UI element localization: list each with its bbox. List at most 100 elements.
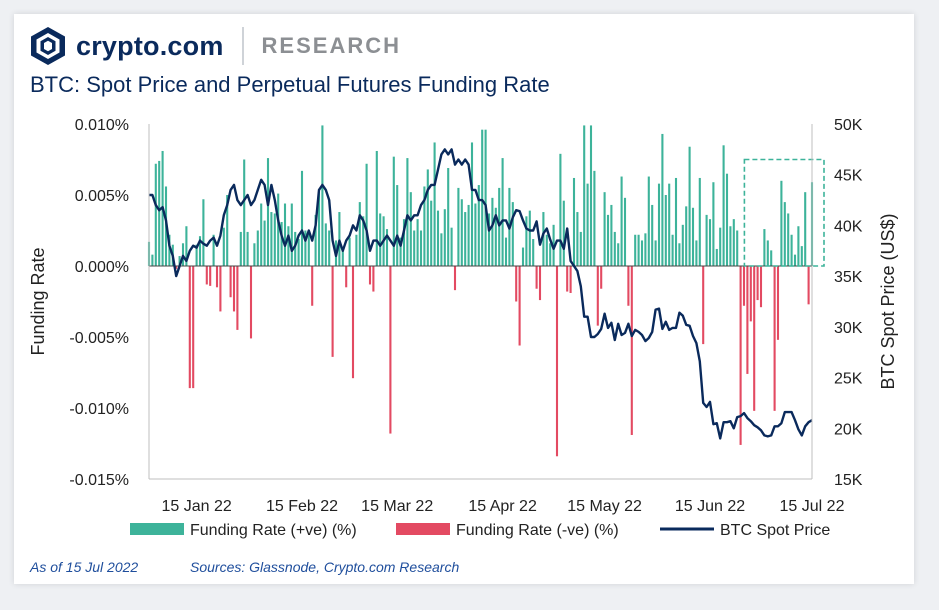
y-tick-label: -0.010% (69, 401, 129, 418)
funding-bar-positive (661, 133, 664, 266)
funding-bar-negative (600, 266, 603, 289)
funding-bar-negative (630, 266, 633, 435)
funding-bar-positive (708, 219, 712, 266)
funding-bar-negative (232, 266, 236, 312)
funding-bar-negative (372, 266, 375, 292)
funding-bar-negative (215, 266, 219, 288)
legend-label-price: BTC Spot Price (720, 522, 830, 539)
funding-bar-positive (494, 207, 497, 266)
funding-bar-positive (464, 212, 467, 266)
funding-bar-positive (328, 230, 331, 266)
x-tick-label: 15 May 22 (567, 498, 642, 515)
funding-bar-positive (443, 209, 446, 266)
funding-bar-positive (419, 230, 423, 266)
funding-bar-positive (222, 227, 225, 266)
y-tick-label: -0.005% (69, 330, 129, 347)
funding-bar-negative (749, 266, 752, 322)
btc-price-line (149, 148, 813, 440)
funding-bar-positive (396, 185, 399, 266)
funding-bar-positive (433, 142, 436, 266)
funding-bar-positive (178, 256, 181, 266)
funding-bar-positive (477, 185, 480, 266)
funding-bar-positive (198, 236, 202, 266)
y-axis-title: Funding Rate (28, 247, 48, 355)
funding-bar-negative (776, 266, 780, 340)
funding-bar-positive (181, 243, 185, 266)
crypto-com-lion-shield-icon (31, 27, 65, 65)
funding-bar-positive (460, 199, 463, 266)
funding-bar-positive (501, 158, 504, 266)
funding-bar-positive (521, 247, 525, 266)
funding-bar-positive (549, 243, 552, 266)
funding-bar-positive (280, 221, 283, 266)
funding-bar-positive (270, 212, 273, 266)
funding-bar-positive (576, 212, 579, 266)
funding-bar-positive (620, 176, 623, 266)
y-tick-label: 0.010% (75, 117, 129, 134)
funding-bar-negative (205, 266, 208, 285)
funding-bar-negative (773, 266, 776, 411)
funding-bar-positive (202, 199, 205, 266)
funding-bar-negative (236, 266, 239, 330)
funding-bar-positive (379, 213, 382, 266)
funding-bar-positive (800, 246, 803, 266)
funding-bar-positive (722, 145, 725, 266)
funding-bar-positive (688, 146, 691, 266)
funding-bar-positive (321, 125, 324, 266)
funding-bar-positive (511, 202, 514, 266)
x-tick-label: 15 Jul 22 (780, 498, 845, 515)
funding-bar-positive (787, 213, 790, 266)
funding-bar-positive (498, 187, 501, 266)
funding-bar-positive (413, 230, 416, 266)
funding-bar-positive (593, 170, 596, 266)
funding-bar-positive (362, 216, 365, 266)
funding-bar-positive (797, 226, 800, 266)
funding-bar-positive (674, 177, 678, 266)
funding-bar-positive (732, 219, 735, 266)
funding-bar-positive (447, 168, 450, 266)
funding-bar-positive (256, 230, 259, 266)
funding-bar-positive (341, 250, 344, 266)
funding-bar-positive (385, 229, 389, 266)
chart-card: crypto.com RESEARCH BTC: Spot Price and … (14, 14, 914, 584)
funding-bar-positive (579, 231, 582, 266)
funding-bar-positive (436, 210, 440, 266)
funding-bar-positive (678, 243, 681, 266)
funding-bar-negative (331, 266, 334, 357)
y2-tick-label: 15K (834, 472, 863, 489)
funding-bar-positive (613, 231, 616, 266)
funding-bar-positive (736, 230, 739, 266)
funding-bar-positive (542, 212, 545, 266)
funding-bar-positive (525, 216, 528, 266)
funding-bar-positive (705, 214, 708, 266)
y-tick-label: 0.005% (75, 188, 129, 205)
brand-name: crypto.com (76, 30, 224, 61)
brand-header: crypto.com RESEARCH (28, 26, 401, 66)
legend-swatch-positive (130, 523, 184, 535)
funding-bar-positive (671, 234, 674, 266)
y2-axis-title: BTC Spot Price (US$) (878, 213, 898, 389)
y2-tick-label: 30K (834, 320, 863, 337)
y2-tick-label: 35K (834, 269, 863, 286)
funding-bar-positive (185, 226, 188, 266)
funding-bar-positive (634, 234, 637, 266)
funding-bar-positive (681, 224, 684, 266)
funding-bar-positive (457, 187, 460, 266)
y-tick-label: 0.000% (75, 259, 129, 276)
funding-bar-positive (532, 239, 535, 266)
funding-bar-negative (807, 266, 810, 305)
funding-bar-positive (450, 227, 453, 266)
x-tick-label: 15 Jun 22 (675, 498, 745, 515)
funding-bar-positive (644, 233, 647, 266)
funding-bar-positive (695, 240, 698, 266)
funding-bar-positive (640, 240, 644, 266)
chart-title: BTC: Spot Price and Perpetual Futures Fu… (30, 72, 550, 97)
y2-tick-label: 20K (834, 421, 863, 438)
funding-bar-negative (311, 266, 314, 306)
x-tick-label: 15 Apr 22 (468, 498, 537, 515)
funding-bar-positive (763, 229, 766, 266)
funding-bar-negative (518, 266, 521, 346)
funding-bar-positive (365, 163, 368, 266)
funding-bar-negative (192, 266, 195, 389)
funding-bar-positive (348, 237, 351, 266)
